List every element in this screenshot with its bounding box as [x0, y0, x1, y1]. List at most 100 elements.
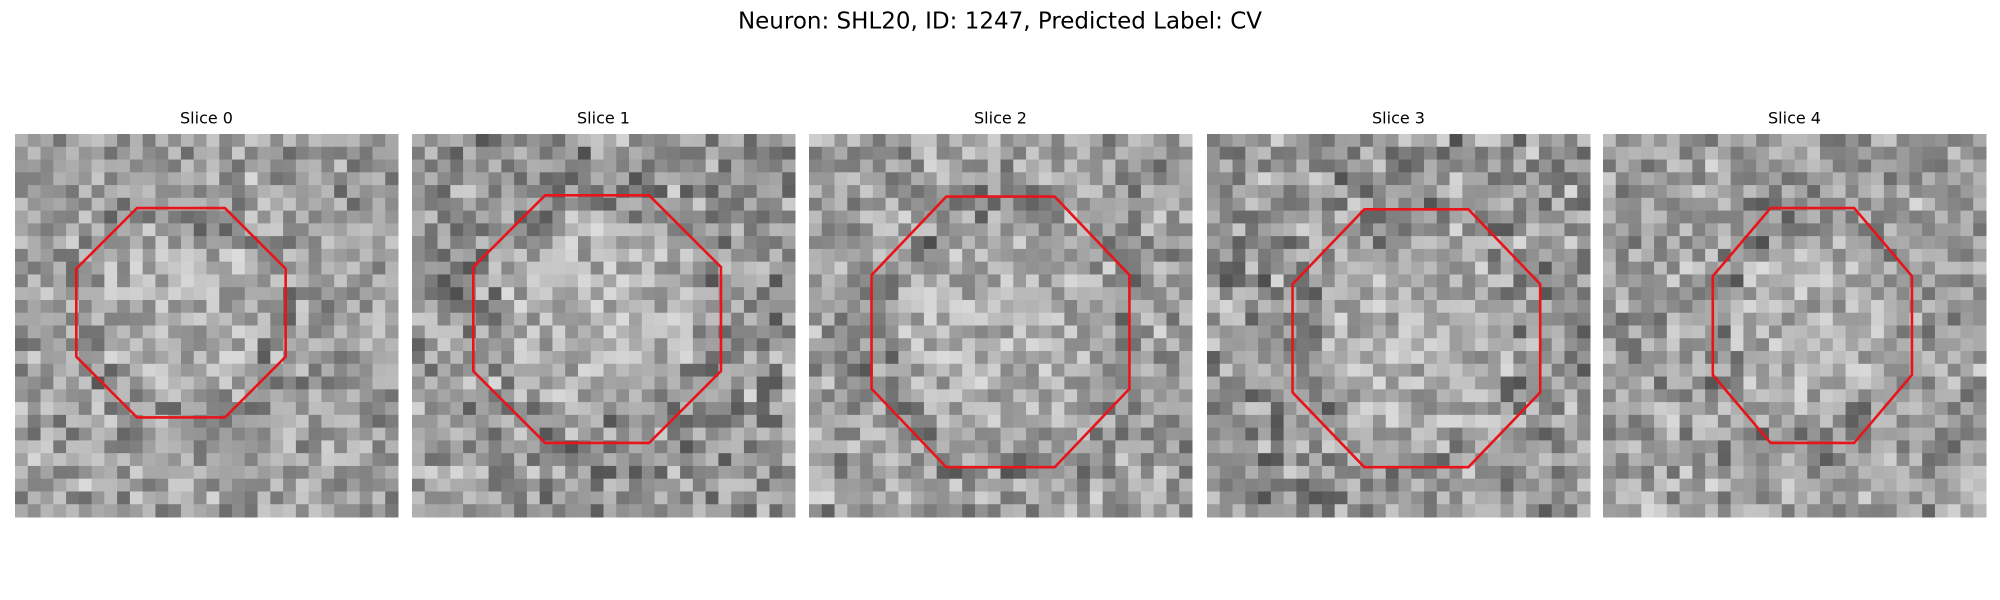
- pixel: [539, 248, 553, 263]
- pixel: [244, 312, 259, 326]
- pixel: [1654, 185, 1668, 199]
- pixel: [949, 261, 963, 275]
- pixel: [180, 223, 195, 237]
- pixel: [641, 389, 656, 403]
- pixel: [91, 453, 105, 467]
- pixel: [1717, 287, 1732, 301]
- pixel: [1832, 172, 1847, 186]
- pixel: [1603, 299, 1617, 314]
- pixel: [911, 210, 925, 224]
- pixel: [1538, 389, 1553, 403]
- pixel: [78, 261, 93, 275]
- pixel: [412, 453, 426, 467]
- pixel: [743, 185, 758, 199]
- pixel: [257, 453, 271, 467]
- pixel: [1166, 465, 1180, 480]
- pixel: [40, 465, 54, 480]
- pixel: [821, 465, 836, 480]
- pixel: [27, 185, 42, 199]
- pixel: [142, 185, 156, 199]
- pixel: [769, 465, 783, 480]
- pixel: [1051, 363, 1065, 378]
- pixel: [1781, 491, 1795, 505]
- pixel: [705, 312, 719, 326]
- pixel: [1462, 351, 1476, 365]
- pixel: [1871, 134, 1885, 148]
- pixel: [1922, 351, 1936, 365]
- pixel: [1934, 402, 1949, 416]
- pixel: [155, 134, 169, 148]
- pixel: [1166, 172, 1180, 186]
- pixel: [193, 274, 207, 288]
- pixel: [1372, 274, 1387, 288]
- pixel: [1666, 453, 1681, 467]
- pixel: [1232, 172, 1246, 186]
- pixel: [1077, 274, 1091, 288]
- pixel: [1603, 402, 1617, 416]
- pixel: [1089, 491, 1104, 505]
- pixel: [680, 261, 694, 275]
- pixel: [1845, 414, 1859, 429]
- pixel: [488, 134, 502, 148]
- pixel: [1411, 146, 1425, 161]
- pixel: [809, 351, 823, 365]
- pixel: [232, 491, 246, 505]
- pixel: [565, 376, 579, 390]
- pixel: [206, 223, 220, 237]
- pixel: [1179, 159, 1193, 173]
- pixel: [232, 248, 246, 263]
- pixel: [1398, 440, 1412, 454]
- pixel: [1347, 223, 1361, 237]
- pixel: [552, 299, 566, 314]
- pixel: [526, 312, 541, 326]
- pixel: [962, 185, 976, 199]
- pixel: [1372, 236, 1387, 250]
- pixel: [1347, 389, 1361, 403]
- pixel: [66, 414, 80, 429]
- pixel: [1064, 491, 1078, 505]
- pixel: [809, 491, 823, 505]
- pixel: [590, 402, 604, 416]
- pixel: [743, 146, 758, 161]
- pixel: [1538, 299, 1553, 314]
- pixel: [1730, 376, 1744, 390]
- pixel: [743, 389, 758, 403]
- pixel: [1424, 465, 1438, 480]
- pixel: [257, 414, 271, 429]
- pixel: [1603, 185, 1617, 199]
- pixel: [501, 261, 515, 275]
- pixel: [1219, 261, 1234, 275]
- pixel: [1845, 299, 1859, 314]
- pixel: [1462, 223, 1476, 237]
- pixel: [590, 478, 604, 492]
- pixel: [590, 299, 604, 314]
- pixel: [1500, 325, 1514, 339]
- pixel: [1398, 223, 1412, 237]
- pixel: [1296, 223, 1310, 237]
- pixel: [1258, 261, 1272, 275]
- pixel: [526, 453, 541, 467]
- pixel: [1807, 236, 1821, 250]
- pixel: [1245, 261, 1259, 275]
- pixel: [308, 287, 322, 301]
- pixel: [885, 351, 899, 365]
- pixel: [450, 197, 464, 212]
- pixel: [1321, 248, 1336, 263]
- pixel: [1858, 440, 1872, 454]
- pixel: [860, 351, 874, 365]
- pixel: [359, 478, 373, 492]
- pixel: [962, 261, 976, 275]
- pixel: [1564, 210, 1578, 224]
- pixel: [1232, 312, 1246, 326]
- pixel: [514, 274, 528, 288]
- pixel: [1038, 236, 1053, 250]
- pixel: [1411, 185, 1425, 199]
- pixel: [180, 325, 195, 339]
- pixel: [385, 427, 399, 441]
- pixel: [1153, 159, 1167, 173]
- pixel: [321, 389, 335, 403]
- pixel: [577, 376, 592, 390]
- pixel: [1360, 210, 1374, 224]
- pixel: [962, 338, 976, 352]
- pixel: [1153, 363, 1167, 378]
